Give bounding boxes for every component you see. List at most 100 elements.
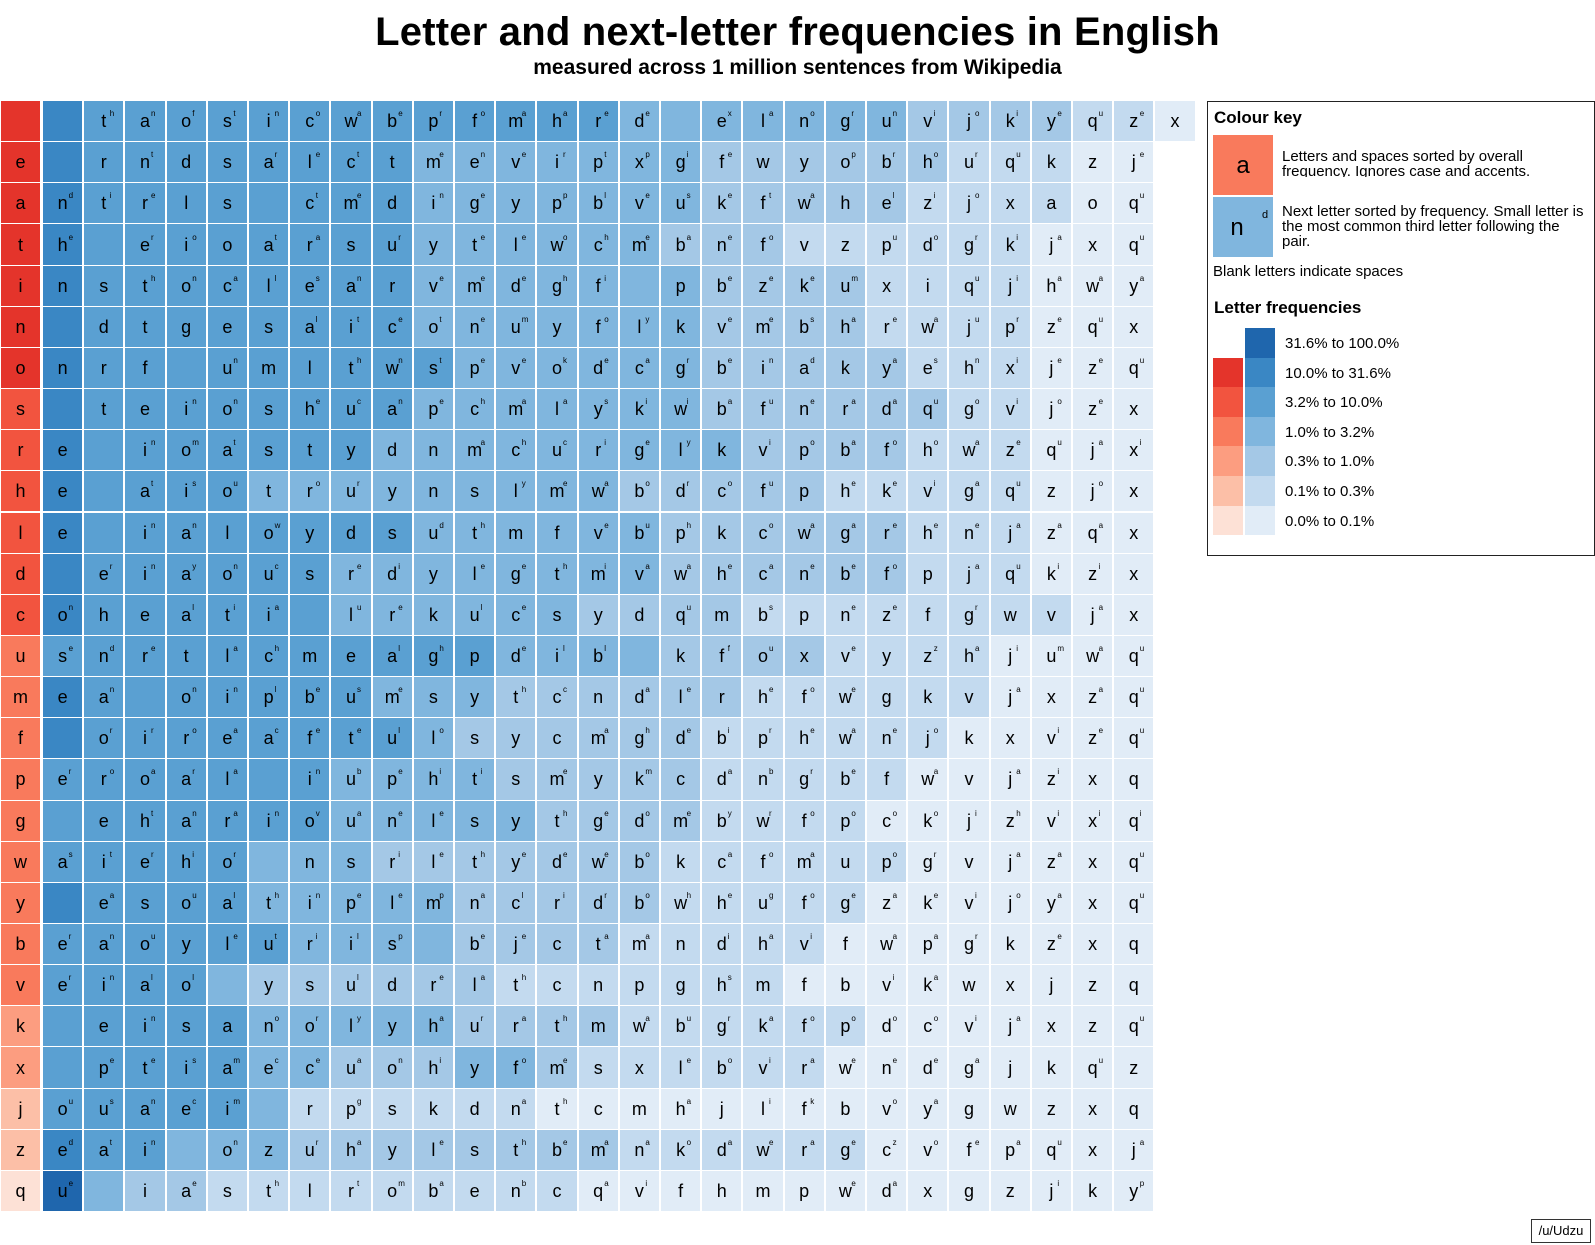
third-letter-label: h: [274, 644, 280, 653]
row-letter-label: w: [14, 851, 27, 872]
next-letter-label: f: [760, 193, 766, 214]
next-letter-label: r: [595, 440, 602, 461]
next-letter-label: i: [554, 152, 559, 173]
third-letter-label: o: [192, 726, 197, 736]
row-letter-label: h: [15, 481, 26, 502]
next-letter-label: d: [345, 522, 356, 543]
third-letter-label: a: [727, 767, 733, 777]
next-letter-cell: s: [331, 224, 371, 265]
next-letter-label: g: [634, 440, 645, 461]
row-letter-label: s: [16, 399, 25, 420]
third-letter-label: t: [109, 849, 113, 859]
next-letter-label: w: [962, 975, 976, 996]
next-letter-label: l: [225, 934, 230, 955]
third-letter-label: i: [892, 973, 895, 983]
next-letter-cell: x: [1114, 553, 1154, 594]
third-letter-label: g: [356, 1096, 362, 1106]
next-letter-label: i: [142, 563, 147, 584]
next-letter-cell: b: [825, 1088, 865, 1129]
next-letter-cell: i: [125, 1170, 165, 1212]
next-letter-cell: q: [1114, 924, 1154, 965]
third-letter-label: e: [315, 726, 321, 736]
third-letter-label: i: [727, 932, 730, 942]
next-letter-label: k: [758, 1016, 768, 1037]
third-letter-label: e: [439, 973, 444, 983]
third-letter-label: h: [1016, 808, 1021, 818]
next-letter-label: k: [428, 1098, 438, 1119]
next-letter-label: a: [181, 522, 192, 543]
next-letter-label: u: [840, 851, 851, 872]
third-letter-label: u: [1139, 232, 1145, 242]
row-letter-label: l: [18, 522, 23, 543]
next-letter-label: p: [98, 1057, 109, 1078]
next-letter-label: g: [840, 892, 851, 913]
next-letter-label: d: [634, 604, 645, 625]
next-letter-label: c: [346, 152, 356, 173]
next-letter-label: m: [467, 275, 483, 296]
third-letter-label: o: [810, 1014, 815, 1024]
next-letter-label: c: [264, 646, 274, 666]
next-letter-label: w: [1003, 1098, 1017, 1119]
next-letter-label: d: [675, 481, 686, 502]
third-letter-label: i: [1057, 808, 1060, 818]
next-letter-cell: [249, 759, 289, 800]
next-letter-label: u: [263, 563, 274, 584]
next-letter-cell: m: [290, 635, 330, 677]
next-letter-cell: s: [331, 841, 371, 882]
third-letter-label: t: [604, 150, 607, 160]
next-letter-cell: s: [207, 142, 247, 183]
next-letter-label: r: [100, 152, 107, 173]
third-letter-label: i: [768, 438, 771, 448]
third-letter-label: y: [192, 561, 197, 571]
row-letter-cell: a: [1, 183, 40, 224]
next-letter-cell: [661, 101, 701, 142]
third-letter-label: a: [1139, 1137, 1145, 1147]
next-letter-label: i: [142, 1016, 147, 1037]
next-letter-cell: y: [166, 924, 206, 965]
next-letter-label: o: [181, 440, 192, 461]
third-letter-label: e: [851, 767, 856, 777]
next-letter-cell: x: [1073, 1129, 1113, 1170]
third-letter-label: o: [645, 479, 650, 489]
next-letter-label: k: [717, 440, 727, 461]
third-letter-label: e: [727, 273, 733, 283]
next-letter-cell: u: [825, 841, 865, 882]
next-letter-cell: v: [784, 224, 824, 265]
next-letter-label: d: [510, 275, 521, 296]
third-letter-label: e: [356, 726, 362, 736]
legend-red-swatch: [1213, 387, 1243, 417]
third-letter-label: a: [851, 726, 856, 736]
next-letter-label: j: [1008, 1016, 1013, 1037]
next-letter-cell: x: [1031, 1006, 1071, 1047]
next-letter-label: v: [1046, 728, 1056, 749]
next-letter-label: l: [431, 728, 436, 749]
next-letter-label: m: [425, 152, 441, 173]
next-letter-label: r: [141, 646, 148, 666]
third-letter-label: e: [686, 685, 692, 695]
third-letter-label: a: [645, 932, 650, 942]
next-letter-cell: x: [1073, 924, 1113, 965]
next-letter-cell: d: [84, 306, 124, 347]
